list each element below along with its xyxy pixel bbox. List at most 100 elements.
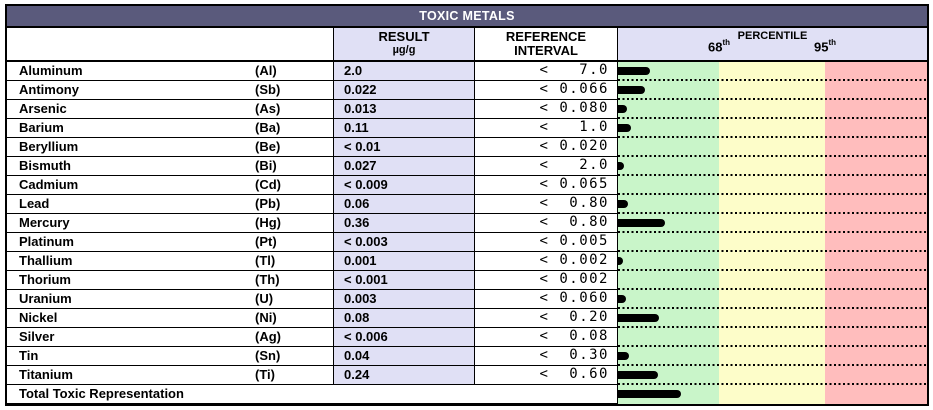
percentile-cell xyxy=(618,62,927,81)
percentile-cell xyxy=(618,157,927,176)
percentile-cell xyxy=(618,271,927,290)
reference-interval: < 0.08 xyxy=(475,328,618,347)
metal-name-cell: Thallium (Tl) xyxy=(7,252,334,271)
percentile-cell xyxy=(618,328,927,347)
metal-name-cell: Total Toxic Representation xyxy=(7,385,618,404)
metal-symbol: (Ba) xyxy=(255,120,281,135)
reference-interval: < 0.80 xyxy=(475,214,618,233)
metal-symbol: (Sn) xyxy=(255,348,281,363)
percentile-cell xyxy=(618,100,927,119)
metal-name: Antimony xyxy=(19,82,79,97)
result-value: < 0.009 xyxy=(334,176,475,195)
percentile-68-label: 68th xyxy=(707,38,731,55)
table-row: Antimony (Sb) 0.022 < 0.066 xyxy=(7,81,927,100)
metal-name: Beryllium xyxy=(19,139,79,154)
metal-name-cell: Cadmium (Cd) xyxy=(7,176,334,195)
result-value: 0.11 xyxy=(334,119,475,138)
row-dotted-line xyxy=(618,364,927,366)
metal-name-cell: Aluminum (Al) xyxy=(7,62,334,81)
table-row: Nickel (Ni) 0.08 < 0.20 xyxy=(7,309,927,328)
table-row: Tin (Sn) 0.04 < 0.30 xyxy=(7,347,927,366)
row-dotted-line xyxy=(618,345,927,347)
metal-symbol: (Cd) xyxy=(255,177,281,192)
percentile-bar xyxy=(618,295,626,303)
metal-name-cell: Nickel (Ni) xyxy=(7,309,334,328)
metal-name: Thorium xyxy=(19,272,71,287)
metal-symbol: (Ni) xyxy=(255,310,277,325)
table-body: Aluminum (Al) 2.0 < 7.0 Antimony (Sb) 0.… xyxy=(7,62,927,404)
reference-interval: < 2.0 xyxy=(475,157,618,176)
percentile-header-label: PERCENTILE xyxy=(737,30,808,42)
metal-name-cell: Platinum (Pt) xyxy=(7,233,334,252)
column-header-reference: REFERENCE INTERVAL xyxy=(475,28,618,60)
column-header-percentile: PERCENTILE 68th 95th xyxy=(618,28,927,60)
row-dotted-line xyxy=(618,269,927,271)
result-unit-label: µg/g xyxy=(392,44,416,56)
table-row: Arsenic (As) 0.013 < 0.080 xyxy=(7,100,927,119)
metal-symbol: (Tl) xyxy=(255,253,276,268)
percentile-bar xyxy=(618,352,629,360)
percentile-bar xyxy=(618,314,659,322)
table-row: Barium (Ba) 0.11 < 1.0 xyxy=(7,119,927,138)
table-row: Cadmium (Cd) < 0.009 < 0.065 xyxy=(7,176,927,195)
result-value: 0.001 xyxy=(334,252,475,271)
metal-name-cell: Antimony (Sb) xyxy=(7,81,334,100)
metal-name-cell: Tin (Sn) xyxy=(7,347,334,366)
metal-name: Cadmium xyxy=(19,177,79,192)
percentile-cell xyxy=(618,214,927,233)
metal-name-cell: Thorium (Th) xyxy=(7,271,334,290)
table-row: Silver (Ag) < 0.006 < 0.08 xyxy=(7,328,927,347)
table-row: Thallium (Tl) 0.001 < 0.002 xyxy=(7,252,927,271)
metal-name: Mercury xyxy=(19,215,70,230)
result-value: < 0.003 xyxy=(334,233,475,252)
table-row: Aluminum (Al) 2.0 < 7.0 xyxy=(7,62,927,81)
metal-name-cell: Uranium (U) xyxy=(7,290,334,309)
table-row: Total Toxic Representation xyxy=(7,385,927,404)
result-value: < 0.001 xyxy=(334,271,475,290)
percentile-cell xyxy=(618,309,927,328)
percentile-bar xyxy=(618,219,665,227)
metal-symbol: (Ti) xyxy=(255,367,275,382)
metal-name: Barium xyxy=(19,120,64,135)
metal-name-cell: Silver (Ag) xyxy=(7,328,334,347)
percentile-bar xyxy=(618,371,658,379)
table-row: Mercury (Hg) 0.36 < 0.80 xyxy=(7,214,927,233)
row-dotted-line xyxy=(618,288,927,290)
percentile-bar xyxy=(618,124,631,132)
row-dotted-line xyxy=(618,193,927,195)
column-header-result: RESULT µg/g xyxy=(334,28,475,60)
metal-name-cell: Lead (Pb) xyxy=(7,195,334,214)
percentile-cell xyxy=(618,366,927,385)
percentile-bar xyxy=(618,390,681,398)
metal-symbol: (Bi) xyxy=(255,158,277,173)
toxic-metals-report: TOXIC METALS RESULT µg/g REFERENCE INTER… xyxy=(5,4,929,406)
percentile-bar xyxy=(618,162,624,170)
row-dotted-line xyxy=(618,250,927,252)
percentile-95-label: 95th xyxy=(813,38,837,55)
result-value: 0.027 xyxy=(334,157,475,176)
percentile-cell xyxy=(618,252,927,271)
row-dotted-line xyxy=(618,212,927,214)
row-dotted-line xyxy=(618,231,927,233)
metal-name: Arsenic xyxy=(19,101,67,116)
metal-name: Thallium xyxy=(19,253,73,268)
percentile-cell xyxy=(618,195,927,214)
metal-symbol: (Th) xyxy=(255,272,280,287)
metal-name: Bismuth xyxy=(19,158,71,173)
metal-name: Platinum xyxy=(19,234,74,249)
metal-symbol: (Ag) xyxy=(255,329,281,344)
metal-name: Total Toxic Representation xyxy=(19,386,184,401)
row-dotted-line xyxy=(618,117,927,119)
column-header-element xyxy=(7,28,334,60)
row-dotted-line xyxy=(618,79,927,81)
metal-name: Nickel xyxy=(19,310,58,325)
reference-interval: < 0.80 xyxy=(475,195,618,214)
metal-symbol: (Sb) xyxy=(255,82,281,97)
row-dotted-line xyxy=(618,136,927,138)
result-value: 0.003 xyxy=(334,290,475,309)
report-title: TOXIC METALS xyxy=(7,6,927,28)
percentile-bar xyxy=(618,105,627,113)
percentile-bar xyxy=(618,67,650,75)
percentile-bar xyxy=(618,257,623,265)
header-row: RESULT µg/g REFERENCE INTERVAL PERCENTIL… xyxy=(7,28,927,62)
